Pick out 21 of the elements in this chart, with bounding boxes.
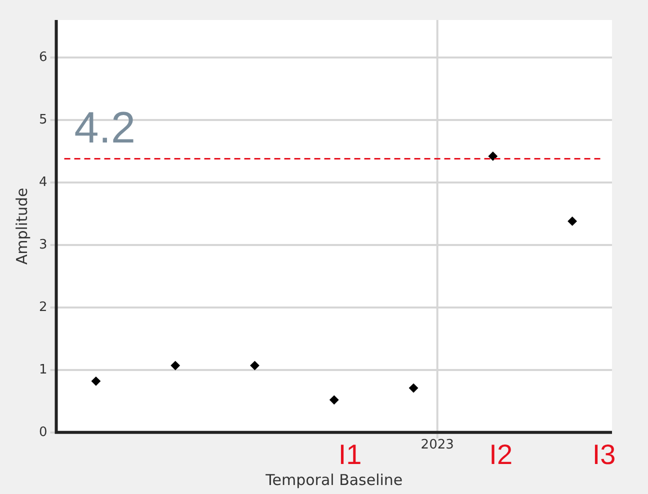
y-tick-label: 6 <box>38 50 48 65</box>
point <box>409 384 418 393</box>
y-tick-label: 5 <box>38 112 48 128</box>
text: 2023 <box>420 437 454 452</box>
y-tick-label: 1 <box>38 362 48 378</box>
y-tick-label: 0 <box>38 424 48 440</box>
annotation: 4.2 <box>74 104 136 153</box>
text: I3 <box>592 439 616 470</box>
x-axis-title: Temporal Baseline <box>264 470 403 489</box>
y-tick-label: 2 <box>38 300 48 315</box>
point <box>170 361 180 370</box>
y-tick-label: 3 <box>38 237 48 252</box>
point <box>250 361 260 370</box>
y-tick-label: 4 <box>38 174 48 190</box>
point <box>330 395 339 404</box>
point <box>568 216 577 226</box>
text: I1 <box>338 439 362 470</box>
y-axis-title: Amplitude <box>12 188 31 265</box>
text: I2 <box>489 439 513 470</box>
point <box>91 376 100 386</box>
point <box>488 152 498 161</box>
